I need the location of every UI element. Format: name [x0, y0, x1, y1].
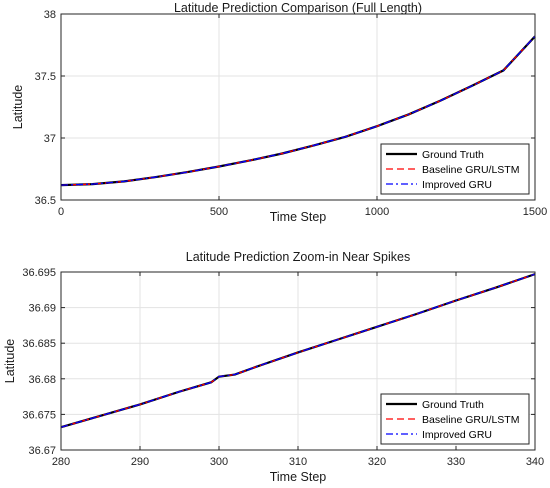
- y-tick-label: 36.685: [22, 338, 56, 350]
- series-line: [60, 273, 536, 428]
- x-axis-label: Time Step: [270, 470, 327, 484]
- legend-label: Baseline GRU/LSTM: [422, 164, 519, 176]
- chart-title: Latitude Prediction Comparison (Full Len…: [174, 1, 422, 15]
- x-tick-label: 1000: [365, 206, 389, 218]
- legend-label: Baseline GRU/LSTM: [422, 414, 519, 426]
- legend-label: Ground Truth: [422, 399, 484, 411]
- y-axis-label: Latitude: [11, 85, 25, 130]
- x-tick-label: 1500: [523, 206, 547, 218]
- y-tick-label: 36.69: [28, 303, 56, 315]
- axes-box: [60, 13, 536, 201]
- x-tick-label: 310: [289, 456, 307, 468]
- chart-panel-full-length: 0 500 1000 1500 36.5 37 37.5 38 Latitude Predict…: [11, 1, 547, 224]
- x-tick-label: 300: [210, 456, 228, 468]
- y-tick-label: 37.5: [35, 71, 56, 83]
- x-tick-label: 500: [210, 206, 228, 218]
- legend-box: [380, 393, 530, 445]
- y-axis-label: Latitude: [3, 339, 17, 384]
- x-axis-label: Time Step: [270, 210, 327, 224]
- y-tick-label: 36.67: [28, 445, 56, 457]
- chart-panel-zoom-in: 280 290 300 310 320 330 340 36.67 36.675 36.68 36.…: [3, 250, 544, 484]
- legend: Ground Truth Baseline GRU/LSTM Improved GR…: [380, 393, 530, 445]
- legend-label: Improved GRU: [422, 179, 492, 191]
- series-line: [60, 35, 536, 186]
- chart-title: Latitude Prediction Zoom-in Near Spikes: [186, 250, 410, 264]
- legend: Ground Truth Baseline GRU/LSTM Improved GR…: [380, 143, 530, 195]
- y-tick-label: 36.675: [22, 409, 56, 421]
- legend-label: Ground Truth: [422, 149, 484, 161]
- legend-label: Improved GRU: [422, 429, 492, 441]
- x-tick-label: 340: [526, 456, 544, 468]
- y-tick-label: 37: [44, 133, 56, 145]
- x-tick-label: 0: [58, 206, 64, 218]
- y-tick-label: 36.695: [22, 267, 56, 279]
- x-tick-label: 280: [52, 456, 70, 468]
- y-tick-label: 36.5: [35, 195, 56, 207]
- x-tick-label: 320: [368, 456, 386, 468]
- y-tick-label: 36.68: [28, 374, 56, 386]
- x-tick-label: 330: [447, 456, 465, 468]
- legend-box: [380, 143, 530, 195]
- x-tick-label: 290: [131, 456, 149, 468]
- y-tick-label: 38: [44, 9, 56, 21]
